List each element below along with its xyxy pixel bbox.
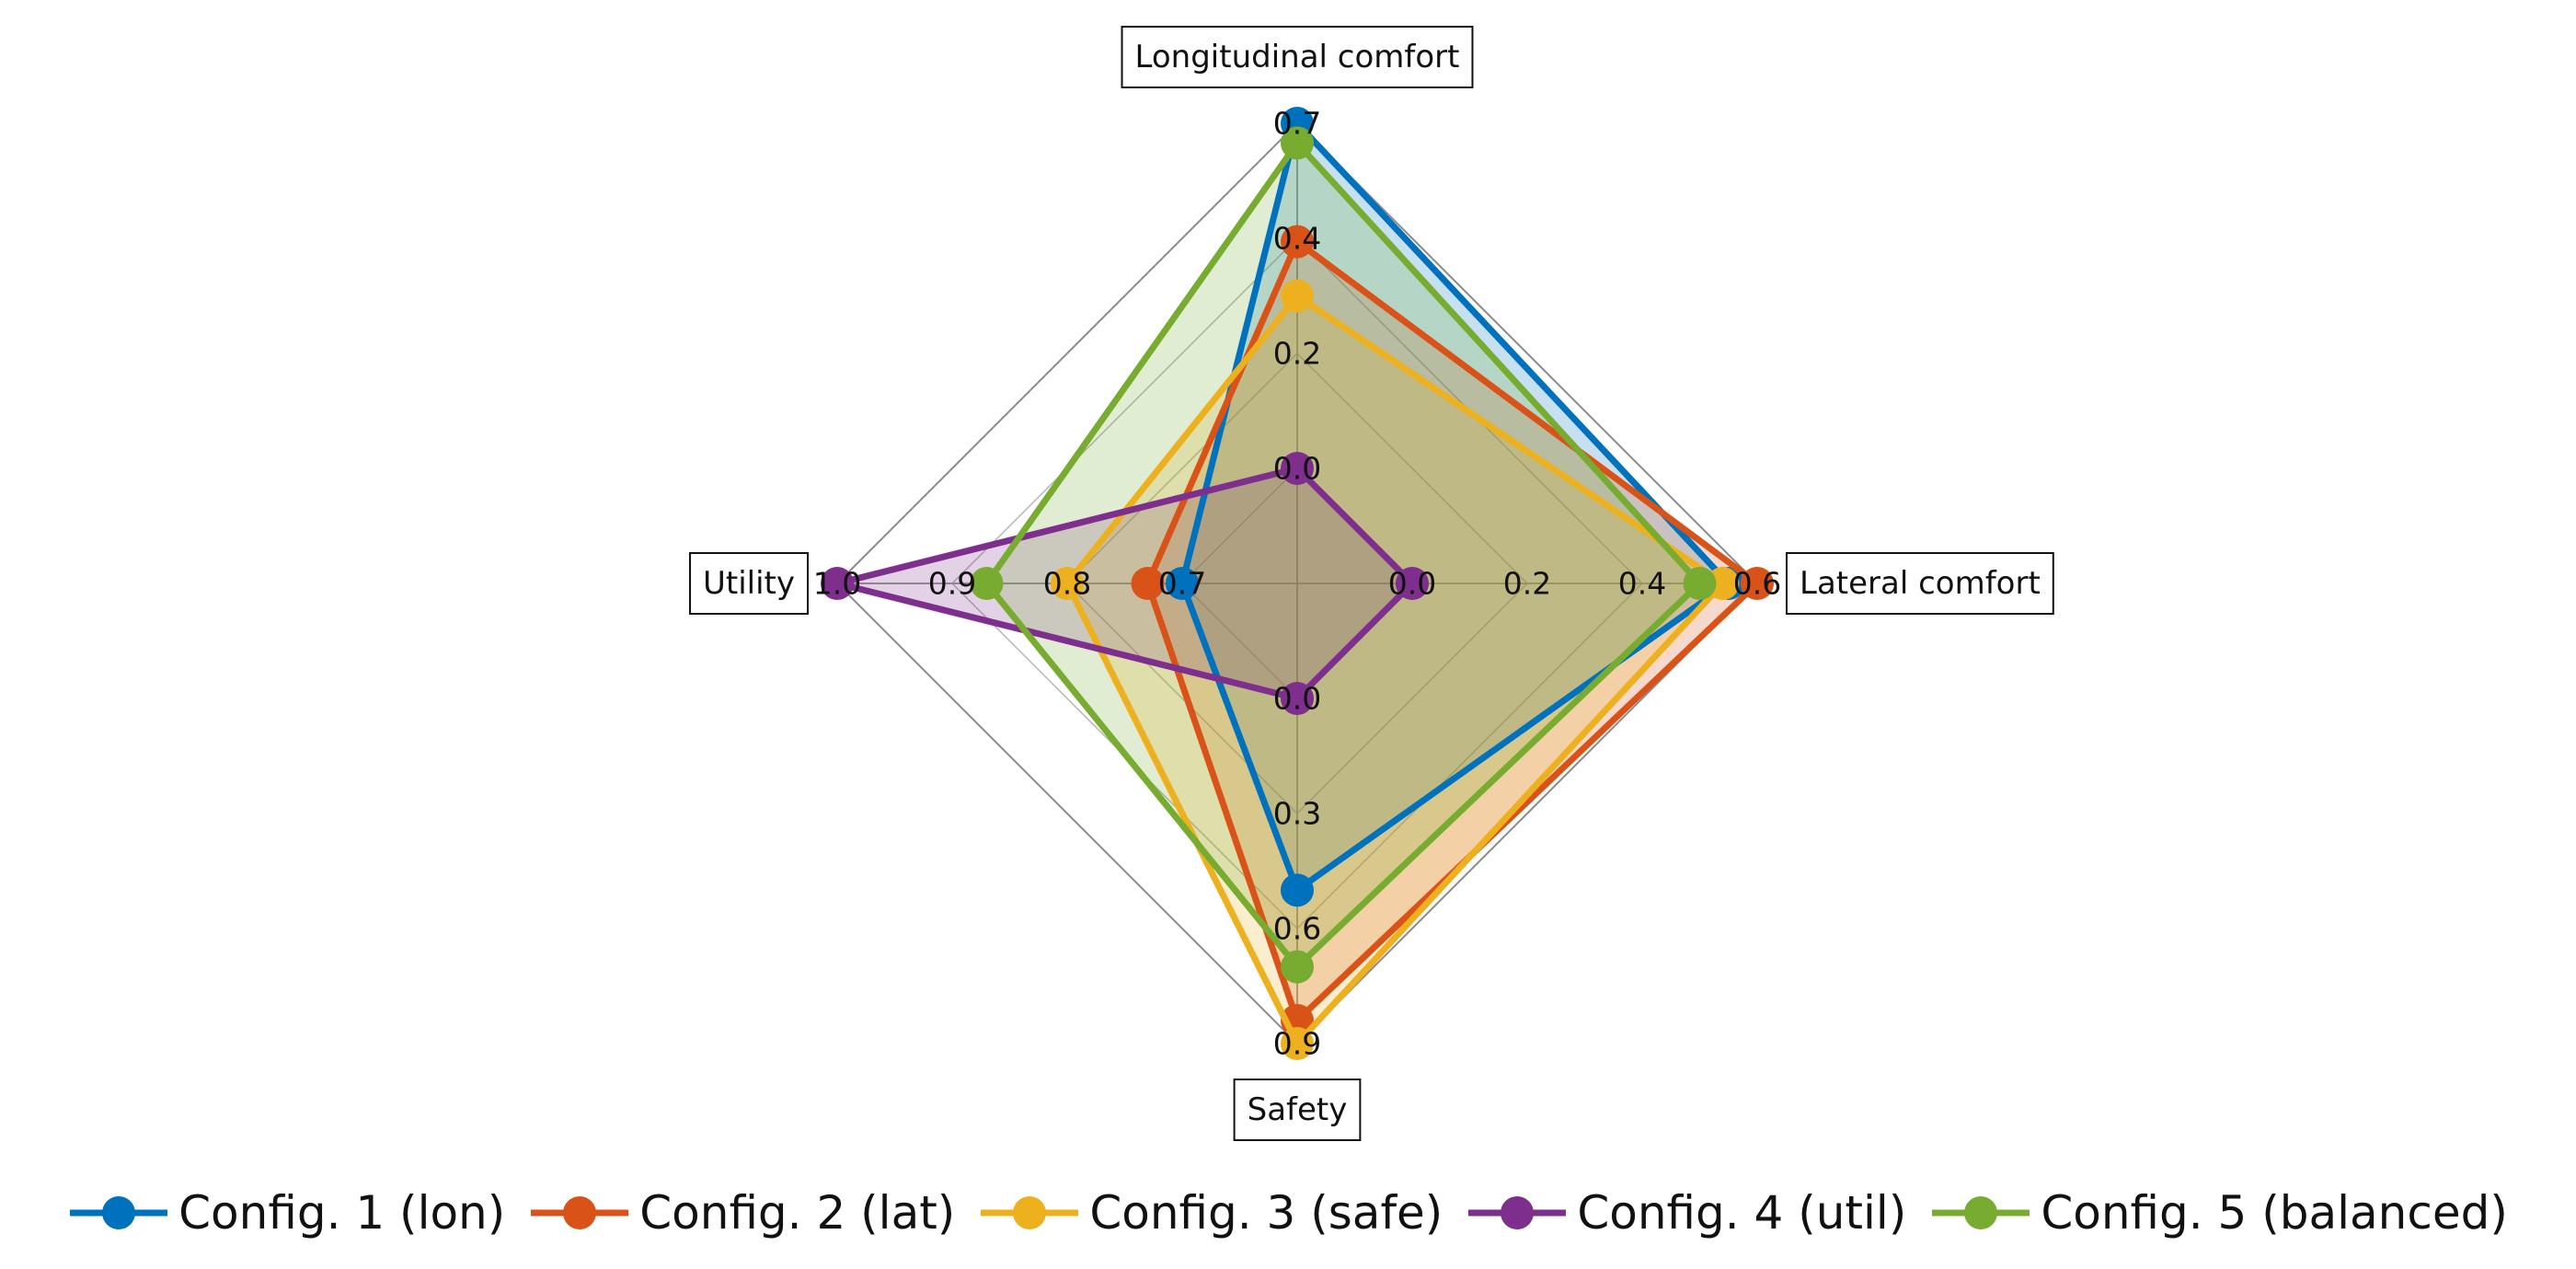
point-config-3-safe-utility — [1051, 567, 1084, 600]
axis-label-utility: Utility — [688, 552, 809, 615]
point-config-2-lat-lateral-comfort — [1741, 567, 1774, 600]
legend-swatch-marker — [563, 1196, 597, 1229]
legend-swatch — [531, 1196, 629, 1229]
point-config-4-util-longitudinal-comfort — [1281, 452, 1314, 485]
legend-label: Config. 5 (balanced) — [2041, 1186, 2508, 1240]
legend-swatch — [981, 1196, 1079, 1229]
legend-swatch — [1468, 1196, 1567, 1229]
tick-label-utility-1: 0.8 — [1043, 566, 1091, 602]
legend-swatch — [1932, 1196, 2030, 1229]
tick-label-lateral-comfort-2: 0.4 — [1618, 566, 1666, 602]
legend-item-config-4-util: Config. 4 (util) — [1466, 1186, 1906, 1240]
fill-config-2-lat — [1147, 241, 1757, 1021]
tick-label-longitudinal-comfort-3: 0.7 — [1273, 106, 1321, 142]
legend-item-config-5-balanced: Config. 5 (balanced) — [1930, 1186, 2508, 1240]
tick-labels: 0.0 0.2 0.4 0.7 0.0 0.2 0.4 0.6 0.0 0.3 0.6 0.9 0.7 0… — [813, 106, 1781, 1062]
axis-label-longitudinal-comfort: Longitudinal comfort — [1121, 26, 1474, 88]
tick-label-longitudinal-comfort-2: 0.4 — [1273, 221, 1321, 257]
legend-label: Config. 2 (lat) — [639, 1186, 956, 1240]
radar-chart: 0.0 0.2 0.4 0.7 0.0 0.2 0.4 0.6 0.0 0.3 0.6 0.9 0.7 0… — [688, 26, 2054, 1141]
axis-label-text: Lateral comfort — [1800, 565, 2041, 602]
legend-item-config-2-lat: Config. 2 (lat) — [529, 1186, 955, 1240]
tick-label-safety-2: 0.6 — [1273, 911, 1321, 947]
tick-label-utility-0: 0.7 — [1158, 566, 1206, 602]
tick-label-lateral-comfort-3: 0.6 — [1733, 566, 1781, 602]
point-config-1-lon-utility — [1166, 567, 1199, 600]
axis-label-box — [1121, 26, 1474, 88]
tick-label-longitudinal-comfort-0: 0.0 — [1273, 451, 1321, 487]
point-config-3-safe-lateral-comfort — [1706, 567, 1740, 600]
series-fills — [837, 123, 1757, 1044]
fill-config-4-util — [837, 468, 1412, 698]
axis-label-box — [688, 552, 809, 615]
legend-swatch — [70, 1196, 168, 1229]
legend-swatch-marker — [1013, 1196, 1047, 1229]
tick-label-utility-2: 0.9 — [928, 566, 976, 602]
axis-label-safety: Safety — [1233, 1079, 1362, 1141]
tick-label-safety-1: 0.3 — [1273, 796, 1321, 832]
axis-label-text: Utility — [703, 565, 795, 602]
point-config-5-balanced-utility — [970, 567, 1004, 600]
axis-labels: Longitudinal comfort Lateral comfort Safet… — [688, 26, 2054, 1141]
axis-label-text: Safety — [1248, 1091, 1348, 1128]
point-config-2-lat-longitudinal-comfort — [1281, 225, 1314, 259]
legend-swatch-marker — [102, 1196, 136, 1229]
fill-config-5-balanced — [986, 143, 1700, 967]
point-config-2-lat-utility — [1131, 567, 1165, 600]
legend-label: Config. 1 (lon) — [178, 1186, 506, 1240]
point-config-1-lon-safety — [1281, 873, 1314, 907]
series-lines — [821, 107, 1774, 1060]
legend: Config. 1 (lon) Config. 2 (lat) Config. 3 … — [0, 1167, 2576, 1259]
tick-label-safety-0: 0.0 — [1273, 681, 1321, 717]
fill-config-1-lon — [1182, 123, 1729, 891]
point-config-5-balanced-longitudinal-comfort — [1281, 126, 1314, 160]
axis-label-box — [1786, 552, 2054, 615]
legend-swatch-marker — [1501, 1196, 1535, 1229]
tick-label-safety-3: 0.9 — [1273, 1026, 1321, 1062]
legend-label: Config. 4 (util) — [1577, 1186, 1907, 1240]
axis-label-box — [1233, 1079, 1362, 1141]
point-config-4-util-safety — [1281, 682, 1314, 715]
legend-swatch-marker — [1964, 1196, 1998, 1229]
tick-label-lateral-comfort-1: 0.2 — [1503, 566, 1551, 602]
axis-label-text: Longitudinal comfort — [1135, 39, 1460, 75]
point-config-4-util-utility — [821, 567, 854, 600]
legend-item-config-1-lon: Config. 1 (lon) — [68, 1186, 505, 1240]
point-config-3-safe-safety — [1281, 1027, 1314, 1060]
tick-label-lateral-comfort-0: 0.0 — [1388, 566, 1436, 602]
axis-label-lateral-comfort: Lateral comfort — [1786, 552, 2054, 615]
point-config-5-balanced-safety — [1281, 950, 1314, 984]
tick-label-longitudinal-comfort-1: 0.2 — [1273, 336, 1321, 372]
point-config-5-balanced-lateral-comfort — [1683, 567, 1717, 600]
point-config-4-util-lateral-comfort — [1396, 567, 1429, 600]
legend-label: Config. 3 (safe) — [1089, 1186, 1443, 1240]
legend-item-config-3-safe: Config. 3 (safe) — [979, 1186, 1443, 1240]
tick-label-utility-3: 1.0 — [813, 566, 861, 602]
point-config-3-safe-longitudinal-comfort — [1281, 279, 1314, 313]
